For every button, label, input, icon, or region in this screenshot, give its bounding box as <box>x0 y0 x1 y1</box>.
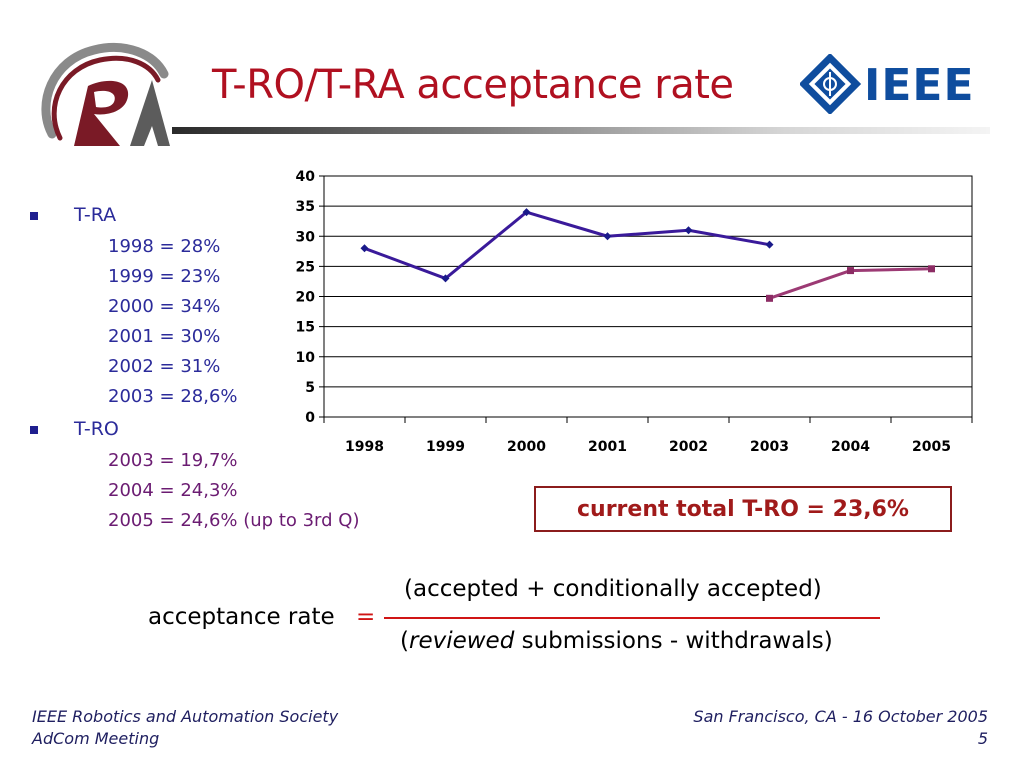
series-tro-point <box>928 265 935 273</box>
y-tick-label: 5 <box>305 380 315 396</box>
footer-meeting: AdCom Meeting <box>32 729 160 748</box>
ieee-logo-text: IEEE <box>864 60 975 111</box>
formula-denominator: (reviewed submissions - withdrawals) <box>400 628 833 654</box>
bullet-tro-label: T-RO <box>74 418 119 440</box>
x-tick-label: 2002 <box>669 439 708 455</box>
footer-right: San Francisco, CA - 16 October 2005 5 <box>693 706 988 750</box>
x-tick-label: 2003 <box>750 439 789 455</box>
y-tick-label: 15 <box>296 320 315 336</box>
y-tick-label: 10 <box>296 350 316 366</box>
page-number: 5 <box>977 729 988 748</box>
formula-numerator: (accepted + conditionally accepted) <box>404 576 822 602</box>
acceptance-rate-formula: (accepted + conditionally accepted) acce… <box>0 570 1024 670</box>
footer-left: IEEE Robotics and Automation Society AdC… <box>32 706 338 750</box>
y-tick-label: 35 <box>296 199 315 215</box>
y-tick-label: 40 <box>296 169 316 185</box>
tra-item: 2000 = 34% <box>108 296 221 317</box>
formula-den-open: ( <box>400 628 409 654</box>
series-tra-point <box>360 244 369 253</box>
formula-den-rest: submissions - withdrawals) <box>514 628 833 654</box>
series-tra-point <box>441 274 450 283</box>
bullet-square-icon <box>30 426 38 434</box>
current-total-box: current total T-RO = 23,6% <box>534 486 952 532</box>
formula-den-italic: reviewed <box>408 628 515 654</box>
tra-item: 2002 = 31% <box>108 356 221 377</box>
series-tra-point <box>522 208 531 217</box>
bullet-tra-label: T-RA <box>74 204 117 226</box>
series-tro-point <box>766 294 773 302</box>
x-tick-label: 2005 <box>912 439 951 455</box>
footer-location-date: San Francisco, CA - 16 October 2005 <box>693 707 988 726</box>
series-tra-point <box>603 232 612 241</box>
series-tra-point <box>765 240 774 249</box>
slide-title: T-RO/T-RA acceptance rate <box>212 62 734 108</box>
x-tick-label: 2001 <box>588 439 627 455</box>
series-tra-line <box>363 210 770 280</box>
x-tick-label: 1998 <box>345 439 384 455</box>
formula-equals: = <box>356 604 376 630</box>
tro-item: 2003 = 19,7% <box>108 450 238 471</box>
tra-item: 1999 = 23% <box>108 266 221 287</box>
y-tick-label: 25 <box>296 259 315 275</box>
title-underline <box>172 127 990 134</box>
x-tick-label: 2004 <box>831 439 870 455</box>
acceptance-rate-line-chart: 0 5 10 15 20 25 30 35 40 1998 1999 2000 2001 2002 2003… <box>296 169 973 455</box>
footer-society: IEEE Robotics and Automation Society <box>32 707 339 726</box>
tra-item: 1998 = 28% <box>108 236 221 257</box>
series-tro-point <box>847 267 854 275</box>
x-tick-label: 1999 <box>426 439 465 455</box>
ra-society-logo <box>41 43 170 146</box>
y-tick-label: 0 <box>305 410 315 426</box>
formula-fraction-bar <box>384 617 880 619</box>
x-tick-label: 2000 <box>507 439 546 455</box>
formula-label: acceptance rate <box>148 604 335 630</box>
tra-item: 2001 = 30% <box>108 326 221 347</box>
tro-item: 2005 = 24,6% (up to 3rd Q) <box>108 510 360 531</box>
tra-item: 2003 = 28,6% <box>108 386 238 407</box>
bullet-square-icon <box>30 212 38 220</box>
y-tick-label: 20 <box>296 290 316 306</box>
tro-item: 2004 = 24,3% <box>108 480 238 501</box>
ieee-logo: IEEE <box>800 54 975 114</box>
series-tra-point <box>684 226 693 235</box>
y-tick-label: 30 <box>296 229 316 245</box>
